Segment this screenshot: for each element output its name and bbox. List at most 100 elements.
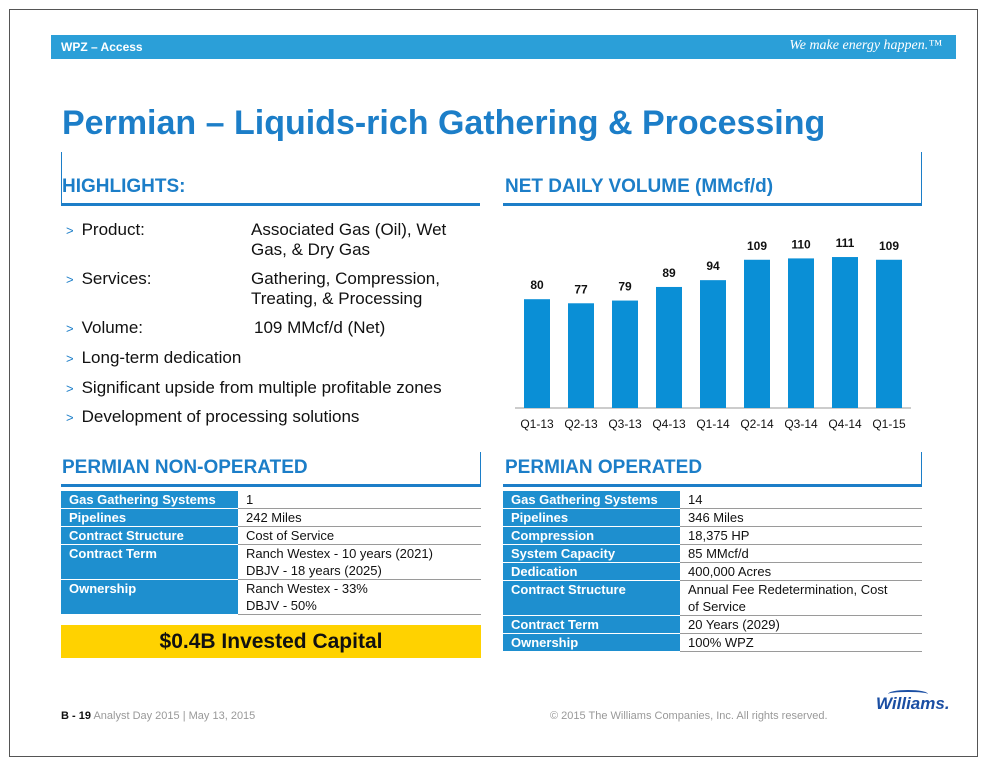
bullet-product-label: Product: <box>81 220 145 239</box>
data-label: 111 <box>836 236 855 250</box>
row-value: 14 <box>680 491 922 509</box>
volume-value: 109 MMcf/d (Net) <box>254 318 386 337</box>
bullet-product: > Product: <box>66 220 145 240</box>
chart-divider-line <box>921 152 922 203</box>
bullet-text: Long-term dedication <box>81 348 242 367</box>
bullet-volume-label: Volume: <box>81 318 144 337</box>
data-label: 94 <box>706 259 720 273</box>
row-value: 85 MMcf/d <box>680 544 922 563</box>
table-row: Compression 18,375 HP <box>503 526 922 545</box>
bullet-arrow-icon: > <box>66 223 74 238</box>
bar-Q3-14 <box>788 258 814 408</box>
row-label: Dedication <box>503 562 680 581</box>
x-tick-label: Q3-14 <box>784 417 818 431</box>
data-label: 109 <box>747 239 767 253</box>
table-row: Ownership 100% WPZ <box>503 633 922 652</box>
services-value-line-2: Treating, & Processing <box>251 289 423 308</box>
highlights-divider-line <box>61 152 62 203</box>
row-value: 400,000 Acres <box>680 562 922 581</box>
row-label: Pipelines <box>61 508 238 527</box>
footer-left: B - 19 Analyst Day 2015 | May 13, 2015 <box>61 710 255 722</box>
row-value-line-1: Ranch Westex - 33% <box>246 581 368 596</box>
row-label: System Capacity <box>503 544 680 563</box>
non-operated-heading: PERMIAN NON-OPERATED <box>62 457 308 478</box>
row-value-line-1: 20 Years (2029) <box>688 617 780 632</box>
row-value-line-1: 242 Miles <box>246 510 302 525</box>
data-label: 110 <box>791 237 811 251</box>
row-value: 346 Miles <box>680 508 922 527</box>
footer-date: May 13, 2015 <box>188 710 256 722</box>
bar-Q2-13 <box>568 303 594 408</box>
highlights-rule <box>61 203 480 206</box>
row-label: Compression <box>503 526 680 545</box>
non-operated-table: Gas Gathering Systems 1 Pipelines 242 Miles… <box>61 491 481 615</box>
row-value-line-1: Annual Fee Redetermination, Cost <box>688 582 888 597</box>
invested-capital-banner: $0.4B Invested Capital <box>61 625 481 658</box>
table-row: Contract Structure Cost of Service <box>61 526 481 545</box>
x-tick-label: Q1-15 <box>872 417 906 431</box>
bullet-arrow-icon: > <box>66 351 74 366</box>
highlights-heading: HIGHLIGHTS: <box>62 176 186 197</box>
row-label: Ownership <box>61 579 238 615</box>
row-value: Cost of Service <box>238 526 481 545</box>
row-value-line-1: 14 <box>688 492 703 507</box>
operated-heading: PERMIAN OPERATED <box>505 457 703 478</box>
x-tick-label: Q2-14 <box>740 417 774 431</box>
row-value-line-1: 1 <box>246 492 254 507</box>
bullet-arrow-icon: > <box>66 410 74 425</box>
bullet-text: Significant upside from multiple profita… <box>81 378 442 397</box>
bullet-processing-solutions: > Development of processing solutions <box>66 407 359 427</box>
bar-Q1-14 <box>700 280 726 408</box>
operated-table: Gas Gathering Systems 14 Pipelines 346 Mile… <box>503 491 922 652</box>
bar-Q2-14 <box>744 259 770 408</box>
services-value-line-1: Gathering, Compression, <box>251 269 440 288</box>
row-value: Ranch Westex - 10 years (2021) DBJV - 18 … <box>238 544 481 580</box>
row-value-line-2: DBJV - 50% <box>246 598 317 613</box>
x-tick-label: Q2-13 <box>564 417 598 431</box>
row-value: 20 Years (2029) <box>680 615 922 634</box>
bar-Q1-15 <box>876 259 902 408</box>
bullet-text: Development of processing solutions <box>81 407 360 426</box>
product-value-line-2: Gas, & Dry Gas <box>251 240 371 259</box>
operated-divider-line <box>921 452 922 486</box>
row-label: Pipelines <box>503 508 680 527</box>
header-bar: WPZ – Access We make energy happen.™ <box>51 35 956 59</box>
data-label: 109 <box>879 239 899 253</box>
bullet-services-label: Services: <box>81 269 152 288</box>
table-row: Dedication 400,000 Acres <box>503 562 922 581</box>
net-daily-volume-chart: 80 Q1-13 77 Q2-13 79 Q3-13 89 Q4-13 94 Q1-14 109 Q2… <box>515 236 911 431</box>
row-value: Annual Fee Redetermination, Cost of Servi… <box>680 580 922 616</box>
table-row: Pipelines 242 Miles <box>61 508 481 527</box>
row-value-line-1: 346 Miles <box>688 510 744 525</box>
x-tick-label: Q4-13 <box>652 417 686 431</box>
chart-rule <box>503 203 922 206</box>
header-section-label: WPZ – Access <box>61 40 143 54</box>
chart-heading: NET DAILY VOLUME (MMcf/d) <box>505 176 774 197</box>
row-value-line-1: Cost of Service <box>246 528 335 543</box>
table-row: Pipelines 346 Miles <box>503 508 922 527</box>
row-value: 18,375 HP <box>680 526 922 545</box>
data-label: 80 <box>530 278 544 292</box>
row-value: 242 Miles <box>238 508 481 527</box>
bullet-volume: > Volume: <box>66 318 143 338</box>
bullet-services: > Services: <box>66 269 152 289</box>
table-row: Ownership Ranch Westex - 33% DBJV - 50% <box>61 579 481 615</box>
williams-logo: Williams. <box>876 694 950 713</box>
x-tick-label: Q1-13 <box>520 417 554 431</box>
bullet-long-term-dedication: > Long-term dedication <box>66 348 241 368</box>
row-label: Gas Gathering Systems <box>503 491 680 509</box>
footer-event: Analyst Day 2015 <box>93 710 180 722</box>
header-tagline: We make energy happen.™ <box>789 38 942 53</box>
table-row: Gas Gathering Systems 14 <box>503 491 922 509</box>
row-value-line-2: of Service <box>688 599 746 614</box>
non-operated-rule <box>61 484 481 487</box>
footer-separator: | <box>182 710 186 722</box>
operated-rule <box>503 484 922 487</box>
table-row: Contract Structure Annual Fee Redetermina… <box>503 580 922 616</box>
x-tick-label: Q4-14 <box>828 417 862 431</box>
x-tick-label: Q1-14 <box>696 417 730 431</box>
row-value-line-1: 18,375 HP <box>688 528 750 543</box>
row-label: Ownership <box>503 633 680 652</box>
services-value: Gathering, Compression, Treating, & Proce… <box>251 269 440 309</box>
non-operated-divider-line <box>480 452 481 486</box>
